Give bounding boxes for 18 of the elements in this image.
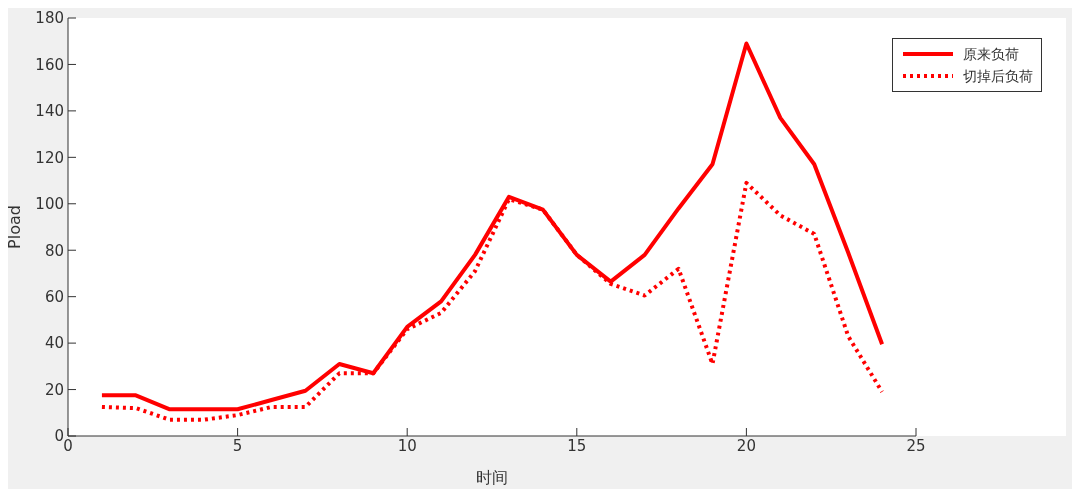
y-tick-label: 120 [35,148,64,167]
y-tick-label: 100 [35,195,64,214]
x-tick-label: 5 [232,436,243,455]
x-tick-label: 10 [397,436,417,455]
y-axis-title: Pload [4,205,24,249]
y-tick-label: 180 [35,9,64,28]
y-tick-label: 20 [44,380,64,399]
y-tick-label: 40 [44,334,64,353]
x-tick-label: 20 [736,436,756,455]
y-tick-label: 160 [35,55,64,74]
legend-label: 切掉后负荷 [963,67,1033,86]
y-tick-label: 80 [44,241,64,260]
x-tick-label: 15 [567,436,587,455]
x-tick-label: 25 [906,436,926,455]
legend-label: 原来负荷 [963,45,1019,64]
y-tick-label: 140 [35,102,64,121]
y-tick-label: 60 [44,287,64,306]
x-axis-title: 时间 [476,468,508,487]
